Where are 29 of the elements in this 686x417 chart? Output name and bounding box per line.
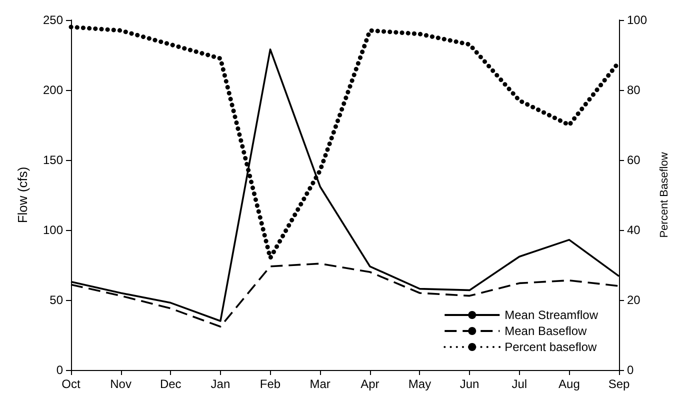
- x-tick-label: Mar: [310, 377, 330, 391]
- x-tick-label: Oct: [62, 377, 81, 391]
- y-tick-label: 150: [42, 153, 64, 167]
- x-tick-label: Sep: [608, 377, 630, 391]
- y-axis-title: Flow (cfs): [15, 166, 30, 224]
- x-tick-label: Apr: [360, 377, 380, 391]
- legend-label: Mean Streamflow: [504, 308, 598, 322]
- y2-axis-title: Percent Baseflow: [658, 152, 670, 238]
- y2-tick-label: 60: [627, 153, 641, 167]
- x-tick-label: May: [408, 377, 432, 391]
- x-tick-label: Jan: [210, 377, 230, 391]
- x-tick-label: Feb: [260, 377, 281, 391]
- x-tick-label: Dec: [160, 377, 182, 391]
- x-tick-label: Jun: [460, 377, 480, 391]
- y-tick-label: 100: [42, 223, 64, 237]
- y2-tick-label: 100: [627, 13, 648, 27]
- y2-tick-label: 20: [627, 293, 641, 307]
- y2-tick-label: 80: [627, 83, 641, 97]
- x-tick-label: Nov: [110, 377, 132, 391]
- y-tick-label: 250: [42, 13, 64, 27]
- y-tick-label: 0: [56, 363, 64, 377]
- y2-tick-label: 0: [627, 363, 634, 377]
- legend-label: Percent baseflow: [504, 340, 598, 354]
- legend-label: Mean Baseflow: [504, 324, 588, 338]
- x-tick-label: Aug: [558, 377, 580, 391]
- y-tick-label: 50: [50, 293, 64, 307]
- y-tick-label: 200: [42, 83, 64, 97]
- x-tick-label: Jul: [512, 377, 528, 391]
- y2-tick-label: 40: [627, 223, 641, 237]
